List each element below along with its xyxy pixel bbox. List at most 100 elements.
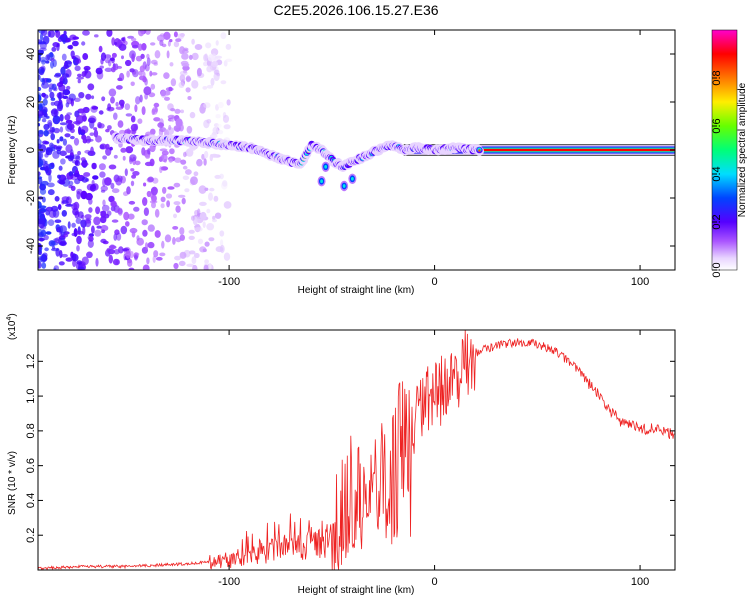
- noise-speckle: [67, 155, 74, 162]
- noise-speckle: [175, 38, 182, 42]
- colorbar: 0.0 0.2 0.4 0.6 0.8 Normalized spectral ampl…: [711, 29, 748, 278]
- noise-speckle: [38, 86, 42, 92]
- noise-speckle: [50, 101, 55, 106]
- noise-speckle: [59, 122, 68, 126]
- noise-speckle: [226, 99, 231, 106]
- noise-speckle: [112, 258, 120, 266]
- noise-speckle: [179, 33, 185, 37]
- noise-speckle: [213, 195, 219, 202]
- noise-speckle: [178, 260, 186, 267]
- noise-speckle: [188, 229, 195, 234]
- noise-speckle: [41, 81, 49, 89]
- noise-speckle: [101, 96, 106, 102]
- noise-speckle: [210, 153, 218, 158]
- noise-speckle: [50, 162, 55, 168]
- noise-speckle: [41, 115, 50, 120]
- noise-speckle: [95, 67, 103, 75]
- noise-speckle: [217, 101, 224, 109]
- spectrogram-ytick-label: -20: [25, 190, 37, 206]
- noise-speckle: [132, 171, 140, 176]
- noise-speckle: [202, 221, 206, 229]
- noise-speckle: [173, 182, 181, 188]
- noise-speckle: [108, 195, 115, 203]
- noise-speckle: [45, 206, 54, 212]
- noise-speckle: [85, 135, 92, 144]
- noise-speckle: [65, 257, 73, 262]
- noise-speckle: [142, 76, 147, 83]
- signal-secondary-blob: [320, 179, 323, 184]
- noise-speckle: [65, 203, 73, 207]
- noise-speckle: [117, 77, 123, 82]
- noise-speckle: [87, 83, 95, 91]
- noise-speckle: [95, 257, 99, 267]
- figure-title: C2E5.2026.106.15.27.E36: [273, 2, 438, 18]
- noise-speckle: [179, 251, 187, 259]
- noise-speckle: [209, 134, 218, 139]
- noise-speckle: [128, 267, 135, 270]
- noise-speckle: [52, 115, 61, 125]
- noise-speckle: [54, 109, 58, 117]
- noise-speckle: [223, 252, 231, 261]
- noise-speckle: [54, 219, 62, 223]
- noise-speckle: [130, 180, 135, 187]
- noise-speckle: [38, 129, 44, 135]
- noise-speckle: [121, 55, 124, 60]
- noise-speckle: [167, 186, 175, 190]
- noise-speckle: [154, 50, 161, 59]
- noise-speckle: [38, 158, 44, 167]
- noise-speckle: [45, 231, 52, 235]
- noise-speckle: [38, 95, 42, 102]
- noise-speckle: [137, 43, 143, 51]
- noise-speckle: [193, 252, 200, 259]
- noise-speckle: [38, 55, 41, 64]
- noise-speckle: [100, 216, 107, 224]
- noise-speckle: [115, 106, 124, 110]
- noise-speckle: [53, 74, 61, 78]
- noise-speckle: [38, 103, 43, 108]
- noise-speckle: [120, 225, 128, 235]
- noise-speckle: [198, 185, 207, 194]
- noise-speckle: [129, 251, 134, 259]
- noise-speckle: [73, 228, 78, 237]
- noise-speckle: [214, 212, 222, 219]
- noise-speckle: [45, 54, 50, 61]
- noise-speckle: [84, 149, 91, 154]
- noise-speckle: [94, 229, 102, 237]
- noise-speckle: [153, 117, 161, 122]
- spectrogram-ylabel: Frequency (Hz): [7, 116, 18, 185]
- noise-speckle: [40, 180, 49, 186]
- noise-speckle: [38, 74, 41, 81]
- noise-speckle: [60, 158, 66, 165]
- noise-speckle: [102, 199, 106, 207]
- noise-speckle: [213, 69, 220, 75]
- noise-speckle: [115, 177, 123, 186]
- noise-speckle: [62, 138, 67, 146]
- noise-speckle: [75, 115, 84, 124]
- noise-speckle: [125, 250, 131, 259]
- noise-speckle: [125, 146, 134, 154]
- noise-speckle: [179, 234, 185, 241]
- noise-speckle: [83, 172, 91, 177]
- noise-speckle: [65, 123, 73, 132]
- noise-speckle: [188, 250, 196, 255]
- noise-speckle: [169, 39, 173, 43]
- noise-speckle: [166, 200, 171, 208]
- noise-speckle: [203, 150, 209, 159]
- noise-speckle: [58, 261, 65, 266]
- noise-speckle: [220, 32, 227, 40]
- noise-speckle: [56, 146, 62, 152]
- noise-speckle: [165, 87, 174, 92]
- noise-speckle: [54, 237, 62, 244]
- noise-speckle: [203, 158, 207, 166]
- noise-speckle: [101, 229, 106, 234]
- colorbar-tick-label: 0.8: [711, 70, 723, 85]
- noise-speckle: [147, 224, 155, 232]
- noise-speckle: [75, 218, 82, 224]
- noise-speckle: [117, 120, 124, 128]
- noise-speckle: [80, 125, 89, 134]
- noise-speckle: [159, 166, 163, 174]
- snr-ytick-label: 1.2: [25, 354, 37, 369]
- noise-speckle: [62, 73, 70, 78]
- noise-speckle: [159, 252, 166, 257]
- noise-speckle: [206, 84, 214, 89]
